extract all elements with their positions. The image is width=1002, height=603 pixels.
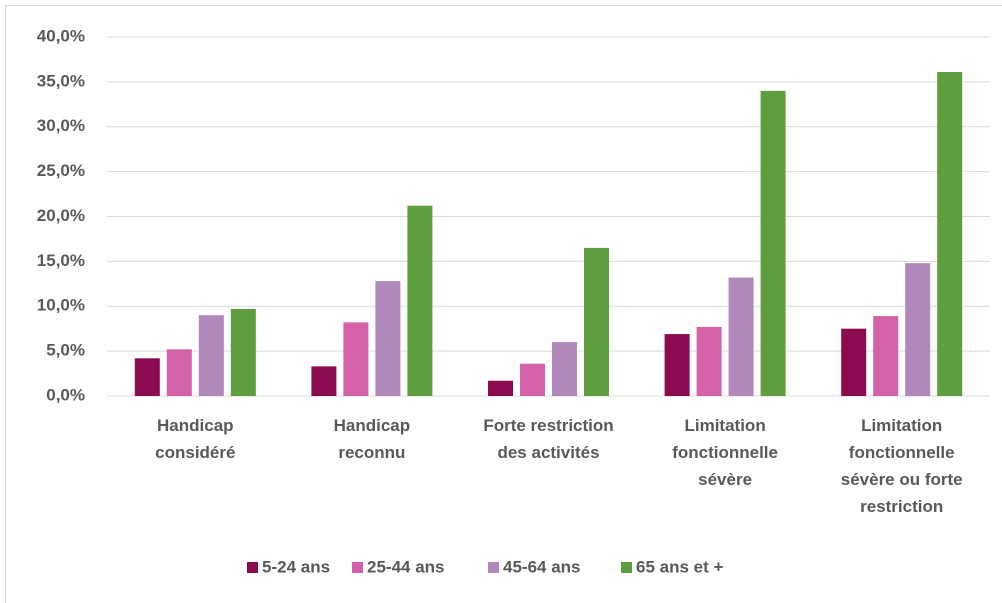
bar bbox=[343, 322, 369, 396]
y-tick-label: 35,0% bbox=[37, 71, 85, 90]
bar bbox=[134, 358, 160, 396]
bar bbox=[407, 205, 433, 396]
legend-swatch bbox=[247, 562, 258, 573]
bar bbox=[664, 334, 690, 396]
y-tick-label: 10,0% bbox=[37, 296, 85, 315]
bar bbox=[873, 316, 899, 396]
legend-label: 65 ans et + bbox=[636, 557, 723, 576]
x-tick-label: Limitation fonctionnelle sévère ou forte re… bbox=[841, 416, 963, 516]
x-tick-line: reconnu bbox=[338, 443, 405, 462]
x-tick-label: Handicap considéré bbox=[155, 416, 235, 462]
y-tick-label: 15,0% bbox=[37, 251, 85, 270]
y-tick-label: 5,0% bbox=[46, 341, 85, 360]
legend-label: 5-24 ans bbox=[262, 557, 330, 576]
bar bbox=[166, 349, 192, 396]
bar bbox=[584, 247, 609, 396]
legend-label: 45-64 ans bbox=[503, 557, 581, 576]
bar bbox=[488, 380, 513, 396]
bar bbox=[375, 281, 401, 396]
x-tick-line: Limitation bbox=[861, 416, 942, 435]
x-tick-line: sévère bbox=[698, 470, 752, 489]
x-tick-line: fonctionnelle bbox=[849, 443, 955, 462]
bar bbox=[841, 328, 867, 396]
y-tick-label: 40,0% bbox=[37, 26, 85, 45]
x-tick-label: Forte restriction des activités bbox=[483, 416, 613, 462]
y-tick-label: 20,0% bbox=[37, 206, 85, 225]
x-tick-line: Handicap bbox=[334, 416, 411, 435]
bar bbox=[728, 277, 754, 396]
bar bbox=[760, 90, 786, 396]
bar bbox=[311, 366, 337, 396]
legend-swatch bbox=[488, 562, 499, 573]
x-tick-line: restriction bbox=[860, 497, 943, 516]
x-tick-label: Limitation fonctionnelle sévère bbox=[672, 416, 778, 489]
bar bbox=[520, 363, 545, 396]
bar bbox=[198, 315, 224, 396]
y-tick-label: 25,0% bbox=[37, 161, 85, 180]
x-tick-line: des activités bbox=[497, 443, 599, 462]
bar bbox=[552, 342, 577, 396]
x-tick-line: fonctionnelle bbox=[672, 443, 778, 462]
x-tick-line: Forte restriction bbox=[483, 416, 613, 435]
legend-label: 25-44 ans bbox=[367, 557, 445, 576]
x-tick-line: considéré bbox=[155, 443, 235, 462]
chart-border bbox=[5, 5, 1002, 603]
bar bbox=[230, 308, 256, 396]
legend-swatch bbox=[352, 562, 363, 573]
x-tick-label: Handicap reconnu bbox=[334, 416, 411, 462]
y-tick-label: 0,0% bbox=[46, 385, 85, 404]
y-tick-label: 30,0% bbox=[37, 116, 85, 135]
bar bbox=[696, 326, 722, 396]
x-tick-line: Handicap bbox=[157, 416, 234, 435]
bar bbox=[937, 72, 963, 396]
x-tick-line: sévère ou forte bbox=[841, 470, 963, 489]
bar bbox=[905, 263, 931, 396]
x-tick-line: Limitation bbox=[684, 416, 765, 435]
legend-swatch bbox=[621, 562, 632, 573]
